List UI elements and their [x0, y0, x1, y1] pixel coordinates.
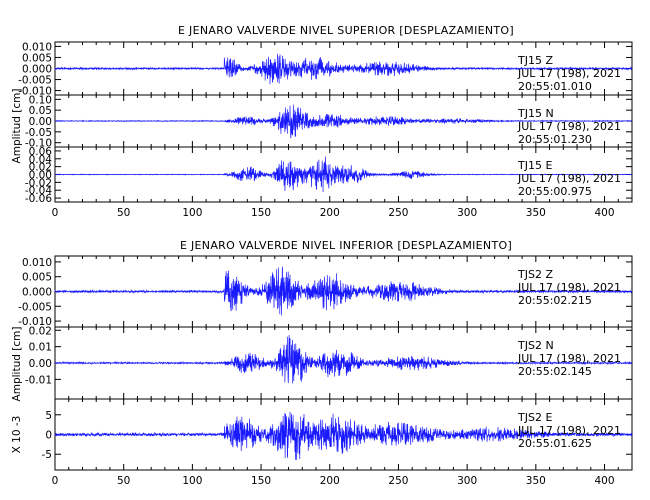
chart-group-1: E JENARO VALVERDE NIVEL SUPERIOR [DESPLA…: [11, 24, 633, 219]
station-label: TJS2 E: [517, 411, 552, 424]
time-label: 20:55:00.975: [518, 185, 592, 198]
station-label: TJ15 Z: [517, 54, 553, 67]
y-tick-label: 0: [45, 430, 52, 442]
y-tick-label: -0.05: [25, 127, 52, 139]
chart-group-2: E JENARO VALVERDE NIVEL INFERIOR [DESPLA…: [11, 239, 633, 487]
y-tick-label: 0.010: [22, 41, 52, 53]
time-label: 20:55:02.145: [518, 365, 592, 378]
station-label: TJS2 N: [517, 339, 554, 352]
x-tick-label: 300: [457, 475, 477, 487]
y-tick-label: 0.00: [29, 170, 52, 182]
y-tick-label: 0.02: [29, 162, 52, 174]
x-tick-label: 200: [320, 207, 340, 219]
waveform-trace: [54, 266, 633, 316]
x-tick-label: 50: [117, 207, 130, 219]
y-tick-label: 0.005: [22, 52, 52, 64]
y-tick-label: 0.000: [22, 287, 52, 299]
station-label: TJ15 N: [517, 107, 554, 120]
waveform-trace: [54, 53, 633, 85]
y-tick-label: -0.06: [25, 193, 52, 205]
waveform-trace: [54, 104, 633, 139]
y-tick-label: -5: [42, 449, 52, 461]
x-tick-label: 0: [52, 207, 59, 219]
waveform-trace: [54, 156, 633, 193]
y-tick-label: 0.010: [22, 257, 52, 269]
x-tick-label: 400: [595, 207, 615, 219]
panel-y-axis-label: X 10 -3: [11, 416, 23, 454]
x-tick-label: 0: [52, 475, 59, 487]
x-tick-label: 50: [117, 475, 130, 487]
y-tick-label: -0.04: [25, 185, 52, 197]
x-tick-label: 150: [251, 475, 271, 487]
x-tick-label: 350: [526, 475, 546, 487]
y-tick-label: 5: [45, 410, 52, 422]
y-tick-label: 0.04: [29, 154, 53, 166]
time-label: 20:55:02.215: [518, 294, 592, 307]
y-tick-label: 0.05: [29, 105, 52, 117]
x-tick-label: 350: [526, 207, 546, 219]
y-tick-label: -0.02: [25, 177, 52, 189]
y-tick-label: 0.000: [22, 64, 52, 76]
chart-title: E JENARO VALVERDE NIVEL SUPERIOR [DESPLA…: [178, 24, 514, 37]
waveform-trace: [54, 335, 633, 384]
x-tick-label: 300: [457, 207, 477, 219]
x-tick-label: 250: [388, 475, 408, 487]
x-tick-label: 100: [182, 207, 202, 219]
y-tick-label: 0.06: [29, 146, 53, 158]
waveform-trace: [54, 411, 633, 460]
y-tick-label: 0.10: [29, 94, 52, 106]
x-tick-label: 200: [320, 475, 340, 487]
time-label: 20:55:01.010: [518, 80, 592, 93]
x-tick-label: 400: [595, 475, 615, 487]
y-tick-label: -0.10: [25, 138, 52, 150]
station-label: TJ15 E: [517, 159, 552, 172]
y-tick-label: 0.005: [22, 272, 52, 284]
date-label: JUL 17 (198), 2021: [517, 281, 621, 294]
date-label: JUL 17 (198), 2021: [517, 424, 621, 437]
x-tick-label: 250: [388, 207, 408, 219]
y-tick-label: -0.005: [18, 75, 52, 87]
chart-title: E JENARO VALVERDE NIVEL INFERIOR [DESPLA…: [180, 239, 512, 252]
x-tick-label: 100: [182, 475, 202, 487]
y-axis-label: Amplitud [cm]: [11, 89, 23, 164]
date-label: JUL 17 (198), 2021: [517, 352, 621, 365]
date-label: JUL 17 (198), 2021: [517, 67, 621, 80]
station-label: TJS2 Z: [517, 268, 553, 281]
y-tick-label: -0.010: [18, 316, 52, 328]
time-label: 20:55:01.625: [518, 437, 592, 450]
y-tick-label: 0.02: [29, 325, 52, 337]
y-tick-label: 0.00: [29, 116, 52, 128]
date-label: JUL 17 (198), 2021: [517, 120, 621, 133]
y-axis-label: Amplitud [cm]: [11, 327, 23, 402]
y-tick-label: -0.01: [25, 374, 52, 386]
y-tick-label: -0.005: [18, 301, 52, 313]
date-label: JUL 17 (198), 2021: [517, 172, 621, 185]
y-tick-label: 0.01: [29, 342, 52, 354]
x-tick-label: 150: [251, 207, 271, 219]
y-tick-label: 0.00: [29, 358, 52, 370]
panel-tj15-e: 0.060.040.020.00-0.02-0.04-0.06 TJ15 EJUL…: [25, 146, 633, 205]
y-tick-label: -0.010: [18, 86, 52, 98]
time-label: 20:55:01.230: [518, 133, 592, 146]
